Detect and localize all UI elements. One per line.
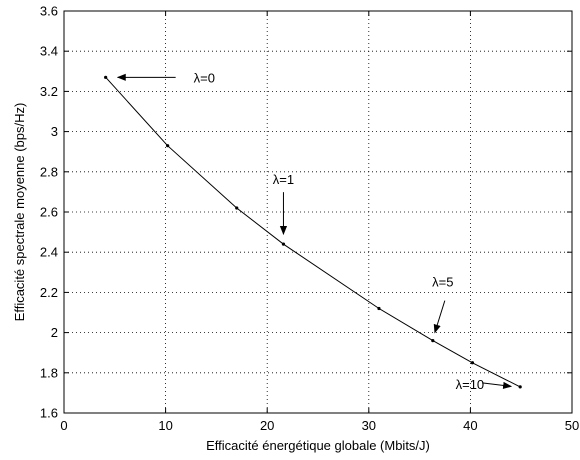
y-tick-label: 1.8 xyxy=(40,365,58,380)
y-tick-label: 2.2 xyxy=(40,285,58,300)
grid xyxy=(64,11,572,413)
series-layer xyxy=(104,75,522,389)
data-point xyxy=(470,361,475,365)
x-tick-label: 30 xyxy=(362,418,376,433)
data-point xyxy=(518,385,522,389)
data-point xyxy=(431,339,435,343)
y-axis-label: Efficacité spectrale moyenne (bps/Hz) xyxy=(12,103,27,322)
y-tick-label: 3 xyxy=(51,124,58,139)
x-tick-label: 40 xyxy=(463,418,477,433)
annotations-layer: λ=0 λ=1 λ=5 λ=10 xyxy=(116,70,513,392)
axis-ticks: 0 10 20 30 40 50 1.6 1.8 2 2.2 2.4 2.6 2.8 3 3.2 3.4 3.6 xyxy=(40,4,579,434)
y-tick-label: 1.6 xyxy=(40,406,58,421)
y-tick-label: 3.2 xyxy=(40,84,58,99)
x-tick-label: 0 xyxy=(60,418,67,433)
x-tick-label: 50 xyxy=(565,418,579,433)
y-tick-label: 2.6 xyxy=(40,205,58,220)
data-point xyxy=(377,306,381,311)
y-tick-label: 2.4 xyxy=(40,245,58,260)
annotation-arrow xyxy=(433,300,446,334)
annotation-label: λ=10 xyxy=(456,377,485,392)
data-point xyxy=(235,206,239,210)
x-tick-label: 10 xyxy=(158,418,172,433)
data-point xyxy=(281,242,286,246)
x-axis-label: Efficacité énergétique globale (Mbits/J) xyxy=(206,438,430,453)
y-tick-label: 3.6 xyxy=(40,4,58,19)
series-line xyxy=(105,76,521,388)
y-tick-label: 2.8 xyxy=(40,164,58,179)
data-point xyxy=(166,144,170,148)
annotation-arrow xyxy=(482,381,513,389)
data-point xyxy=(104,75,108,79)
annotation-label: λ=5 xyxy=(432,275,453,290)
y-tick-label: 3.4 xyxy=(40,44,58,59)
annotation-label: λ=0 xyxy=(194,70,215,85)
annotation-label: λ=1 xyxy=(273,172,294,187)
x-tick-label: 20 xyxy=(260,418,274,433)
y-tick-label: 2 xyxy=(51,325,58,340)
